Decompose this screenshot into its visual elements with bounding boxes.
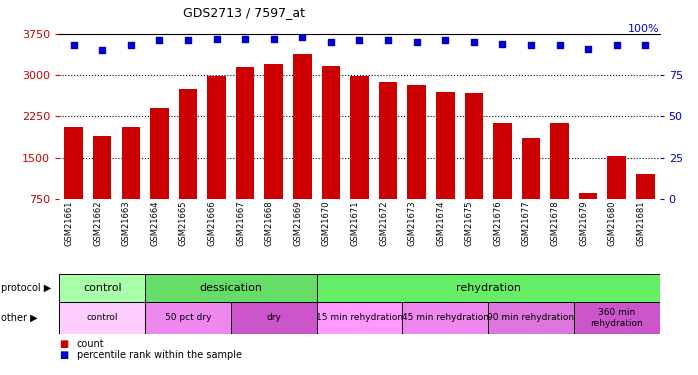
Text: GSM21662: GSM21662 [94, 201, 102, 246]
Point [440, 38, 451, 44]
Bar [607, 156, 626, 240]
Bar [402, 302, 488, 334]
Text: GSM21672: GSM21672 [379, 201, 388, 246]
Bar [579, 193, 597, 240]
Text: control: control [83, 283, 121, 293]
Bar [550, 123, 569, 240]
Point [211, 36, 222, 42]
Text: GDS2713 / 7597_at: GDS2713 / 7597_at [184, 6, 305, 19]
Point [125, 42, 136, 48]
Text: 360 min
rehydration: 360 min rehydration [591, 308, 643, 327]
Point [497, 40, 508, 46]
Text: GSM21678: GSM21678 [551, 201, 560, 246]
Bar [488, 302, 574, 334]
Text: ■: ■ [59, 350, 68, 360]
Bar [145, 274, 317, 302]
Point [583, 46, 594, 52]
Text: GSM21671: GSM21671 [350, 201, 359, 246]
Text: 100%: 100% [628, 24, 660, 34]
Text: control: control [87, 314, 118, 322]
Point [468, 39, 480, 45]
Point [611, 42, 623, 48]
Text: percentile rank within the sample: percentile rank within the sample [77, 350, 242, 360]
Text: rehydration: rehydration [456, 283, 521, 293]
Text: 15 min rehydration: 15 min rehydration [316, 314, 403, 322]
Text: GSM21680: GSM21680 [608, 201, 617, 246]
Bar [59, 274, 145, 302]
Point [526, 42, 537, 48]
Text: count: count [77, 339, 105, 349]
Bar [236, 67, 254, 240]
Bar [379, 82, 397, 240]
Bar [293, 54, 311, 240]
Bar [317, 302, 402, 334]
Text: GSM21667: GSM21667 [236, 201, 245, 246]
Bar [179, 89, 198, 240]
Point [96, 47, 107, 53]
Bar [521, 138, 540, 240]
Text: GSM21670: GSM21670 [322, 201, 331, 246]
Text: GSM21674: GSM21674 [436, 201, 445, 246]
Point [325, 39, 336, 45]
Bar [207, 76, 226, 240]
Text: GSM21679: GSM21679 [579, 201, 588, 246]
Text: dessication: dessication [200, 283, 262, 293]
Bar [145, 302, 231, 334]
Text: GSM21675: GSM21675 [465, 201, 474, 246]
Text: GSM21668: GSM21668 [265, 201, 274, 246]
Text: GSM21666: GSM21666 [207, 201, 216, 246]
Text: GSM21676: GSM21676 [493, 201, 503, 246]
Bar [64, 127, 83, 240]
Bar [493, 123, 512, 240]
Text: protocol ▶: protocol ▶ [1, 283, 52, 293]
Text: GSM21665: GSM21665 [179, 201, 188, 246]
Text: ■: ■ [59, 339, 68, 349]
Text: other ▶: other ▶ [1, 313, 38, 323]
Text: GSM21673: GSM21673 [408, 201, 417, 246]
Text: GSM21681: GSM21681 [637, 201, 646, 246]
Bar [436, 92, 454, 240]
Point [182, 38, 193, 44]
Text: GSM21669: GSM21669 [293, 201, 302, 246]
Point [68, 42, 79, 48]
Bar [322, 66, 340, 240]
Point [354, 38, 365, 44]
Bar [317, 274, 660, 302]
Bar [93, 135, 112, 240]
Point [239, 36, 251, 42]
Point [154, 38, 165, 44]
Point [640, 42, 651, 48]
Text: GSM21661: GSM21661 [65, 201, 73, 246]
Bar [408, 85, 426, 240]
Point [297, 34, 308, 40]
Text: 45 min rehydration: 45 min rehydration [402, 314, 489, 322]
Bar [636, 174, 655, 240]
Point [411, 39, 422, 45]
Bar [150, 108, 169, 240]
Bar [121, 127, 140, 240]
Text: GSM21677: GSM21677 [522, 201, 531, 246]
Bar [231, 302, 317, 334]
Text: GSM21664: GSM21664 [150, 201, 159, 246]
Text: GSM21663: GSM21663 [121, 201, 131, 246]
Bar [350, 75, 369, 240]
Bar [574, 302, 660, 334]
Point [383, 38, 394, 44]
Point [268, 36, 279, 42]
Point [554, 42, 565, 48]
Text: 90 min rehydration: 90 min rehydration [487, 314, 574, 322]
Bar [59, 302, 145, 334]
Text: dry: dry [266, 314, 281, 322]
Text: 50 pct dry: 50 pct dry [165, 314, 211, 322]
Bar [265, 64, 283, 240]
Bar [465, 93, 483, 240]
